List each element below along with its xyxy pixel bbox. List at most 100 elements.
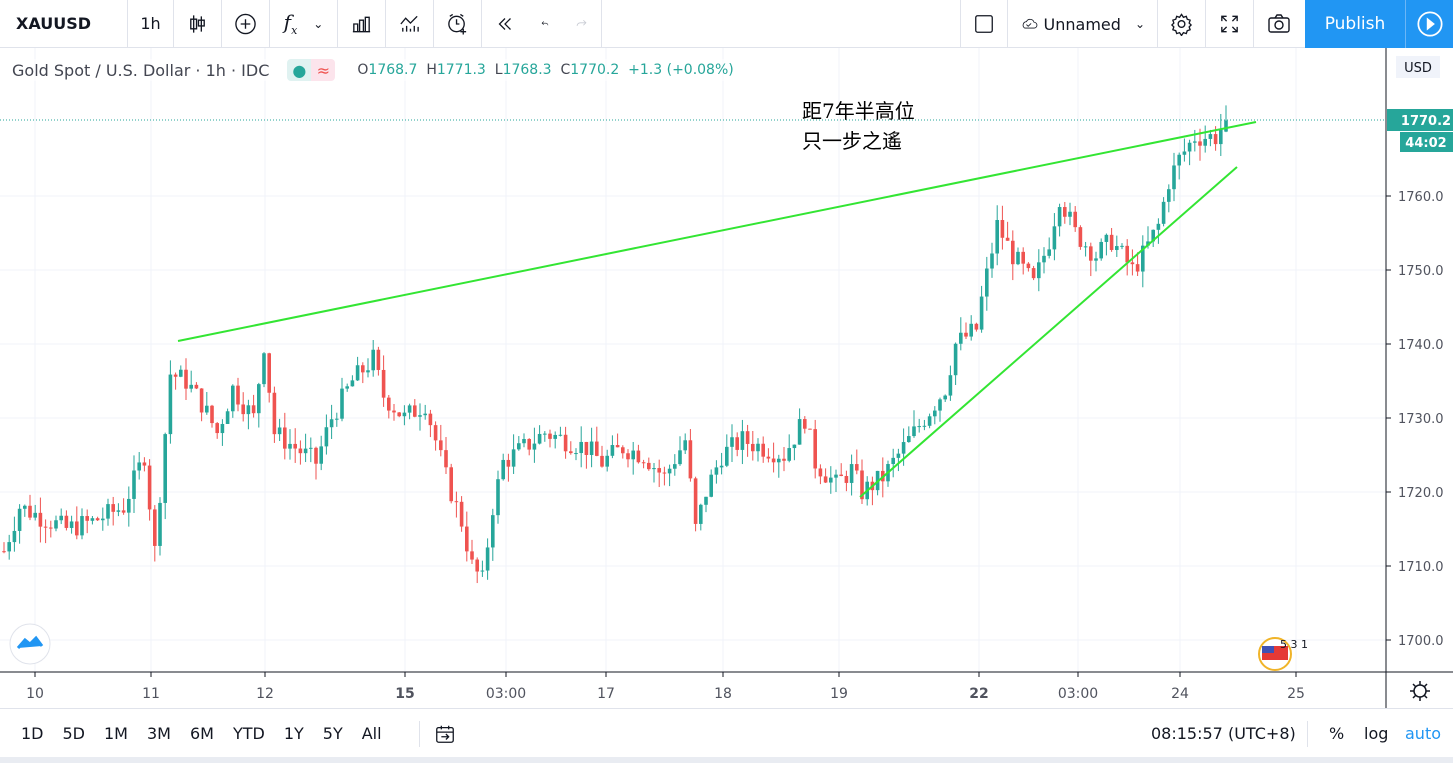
candle — [600, 445, 604, 468]
goto-date-icon[interactable] — [434, 723, 456, 745]
indicators-button[interactable]: fx ⌄ — [270, 0, 338, 48]
candle — [704, 496, 708, 513]
camera-icon — [1267, 14, 1290, 33]
candle — [683, 433, 687, 454]
auto-toggle[interactable]: auto — [1405, 724, 1442, 743]
candle — [511, 434, 516, 474]
candle — [69, 515, 74, 534]
candle — [979, 285, 984, 333]
candle — [413, 399, 417, 418]
range-3m[interactable]: 3M — [146, 724, 171, 743]
candle — [673, 454, 677, 476]
range-ytd[interactable]: YTD — [232, 724, 265, 743]
candle — [995, 205, 999, 266]
undo-button[interactable] — [528, 0, 562, 48]
time-tick: 22 — [969, 686, 988, 702]
events-count: 5 3 1 — [1280, 638, 1308, 651]
candle — [740, 419, 745, 465]
series-legend: Gold Spot / U.S. Dollar · 1h · IDC ● ≈ O1… — [12, 59, 734, 81]
range-1y[interactable]: 1Y — [283, 724, 304, 743]
play-button[interactable] — [1405, 0, 1453, 48]
candle — [485, 538, 490, 580]
annotation-line-1[interactable]: 距7年半高位 — [802, 99, 915, 123]
last-price-value: 1770.2 — [1401, 114, 1451, 129]
candle — [797, 408, 802, 445]
candle — [496, 470, 500, 524]
financials-button[interactable] — [338, 0, 386, 48]
log-toggle[interactable]: log — [1364, 724, 1389, 743]
candle — [111, 496, 115, 526]
candle — [626, 449, 630, 468]
market-status-badge[interactable]: ● ≈ — [287, 59, 336, 81]
trendline-1[interactable] — [177, 121, 1257, 342]
time-tick: 25 — [1287, 686, 1305, 702]
range-1d[interactable]: 1D — [21, 724, 44, 743]
candle — [12, 516, 17, 552]
candle — [298, 440, 303, 465]
candle — [101, 507, 105, 531]
candle — [335, 412, 339, 427]
candle — [636, 444, 641, 464]
candles-icon — [190, 14, 205, 33]
candle — [647, 457, 651, 471]
candle — [371, 339, 375, 377]
symbol-search[interactable]: XAUUSD — [0, 0, 128, 48]
candle — [23, 504, 27, 517]
chevron-down-icon[interactable]: ⌄ — [313, 16, 324, 31]
candle — [1109, 228, 1114, 252]
publish-button[interactable]: Publish — [1305, 0, 1405, 48]
candle — [907, 426, 911, 443]
candle — [751, 430, 755, 461]
save-layout-button[interactable]: Unnamed ⌄ — [1008, 0, 1158, 48]
redo-button[interactable] — [562, 0, 602, 48]
range-5d[interactable]: 5D — [62, 724, 86, 743]
layout-select-button[interactable] — [960, 0, 1008, 48]
percent-toggle[interactable]: % — [1329, 724, 1345, 743]
candle — [163, 432, 167, 520]
candle — [49, 520, 53, 538]
candle — [121, 498, 126, 515]
candle — [345, 383, 349, 392]
candle — [153, 505, 157, 562]
currency-button[interactable] — [1396, 56, 1440, 78]
candle — [922, 419, 927, 431]
candle — [215, 422, 219, 439]
candle — [392, 404, 396, 421]
chart-type-button[interactable] — [174, 0, 222, 48]
candle — [1130, 249, 1135, 276]
candle — [766, 448, 771, 463]
events-badge[interactable]: 5 3 1 — [1258, 637, 1308, 671]
redo-icon — [576, 19, 587, 26]
templates-button[interactable] — [386, 0, 434, 48]
replay-button[interactable] — [482, 0, 528, 48]
candle — [257, 382, 261, 428]
tradingview-logo[interactable] — [9, 623, 51, 665]
alert-button[interactable] — [434, 0, 482, 48]
range-5y[interactable]: 5Y — [322, 724, 343, 743]
candle — [959, 317, 963, 351]
candle — [173, 372, 178, 390]
settings-button[interactable] — [1158, 0, 1206, 48]
snapshot-button[interactable] — [1254, 0, 1303, 48]
candle — [470, 539, 474, 565]
clock-time[interactable]: 08:15:57 (UTC+8) — [1151, 724, 1296, 743]
candle — [85, 509, 89, 534]
range-6m[interactable]: 6M — [189, 724, 214, 743]
fullscreen-button[interactable] — [1206, 0, 1254, 48]
axis-settings-button[interactable] — [1410, 681, 1430, 701]
trendline-2[interactable] — [859, 166, 1238, 498]
candle — [366, 358, 370, 378]
candle — [782, 446, 786, 472]
candle — [527, 438, 531, 456]
compare-button[interactable] — [222, 0, 270, 48]
candle — [808, 428, 812, 430]
range-1m[interactable]: 1M — [104, 724, 128, 743]
chevron-down-icon[interactable]: ⌄ — [1134, 17, 1145, 31]
flag-canton — [1262, 646, 1274, 653]
candle — [714, 460, 719, 484]
candle — [574, 448, 578, 461]
range-all[interactable]: All — [361, 724, 382, 743]
annotation-line-2[interactable]: 只一步之遙 — [802, 129, 902, 153]
price-chart[interactable]: 距7年半高位 只一步之遙 USD 1760.0 1750.0 1740.0 1730.… — [0, 48, 1453, 708]
interval-button[interactable]: 1h — [128, 0, 174, 48]
